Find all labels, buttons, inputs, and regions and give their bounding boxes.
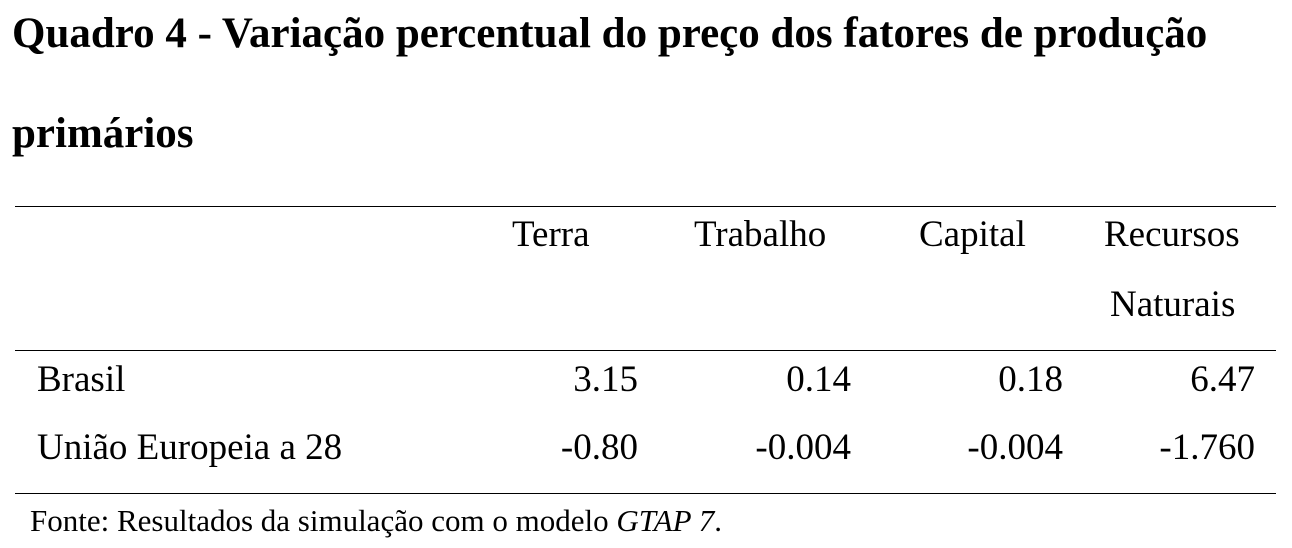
- table-title-line1: Quadro 4 - Variação percentual do preço …: [12, 10, 1208, 57]
- column-header-capital: Capital: [919, 214, 1026, 255]
- bottom-rule: [15, 493, 1276, 494]
- cell: 3.15: [573, 359, 638, 400]
- column-header-trabalho: Trabalho: [694, 214, 827, 255]
- row-label: União Europeia a 28: [37, 427, 343, 468]
- top-rule: [15, 206, 1276, 207]
- cell: -1.760: [1159, 427, 1255, 468]
- source-model: GTAP 7: [616, 503, 715, 538]
- column-header-terra: Terra: [512, 214, 590, 255]
- cell: 6.47: [1190, 359, 1255, 400]
- source-note: Fonte: Resultados da simulação com o mod…: [30, 505, 722, 536]
- cell: -0.80: [560, 427, 638, 468]
- table-title-line2: primários: [12, 110, 194, 157]
- cell: -0.004: [755, 427, 851, 468]
- column-header-recursos: Recursos: [1104, 214, 1240, 255]
- source-prefix: Fonte: Resultados da simulação com o mod…: [30, 503, 617, 538]
- row-label: Brasil: [37, 359, 126, 400]
- cell: 0.18: [998, 359, 1063, 400]
- column-header-naturais: Naturais: [1110, 284, 1236, 325]
- source-suffix: .: [714, 503, 722, 538]
- header-rule: [15, 350, 1276, 351]
- cell: -0.004: [967, 427, 1063, 468]
- cell: 0.14: [786, 359, 851, 400]
